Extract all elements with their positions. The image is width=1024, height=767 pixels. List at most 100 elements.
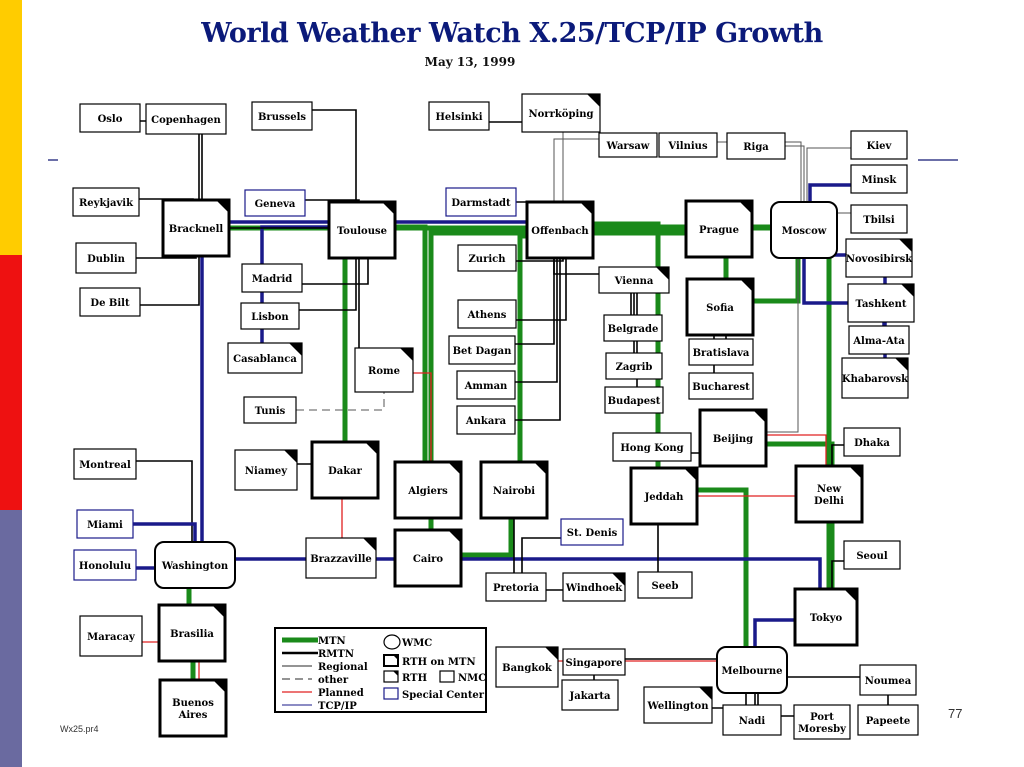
node-windhoek[interactable]: Windhoek <box>562 572 626 602</box>
node-brasilia[interactable]: Brasilia <box>157 603 227 663</box>
slide-sidebar-stripe <box>0 0 22 767</box>
node-dublin[interactable]: Dublin <box>75 242 137 274</box>
node-box <box>79 103 141 133</box>
node-almaata[interactable]: Alma-Ata <box>848 325 910 355</box>
node-minsk[interactable]: Minsk <box>850 164 908 194</box>
node-cairo[interactable]: Cairo <box>393 528 463 588</box>
node-label: Maracay <box>87 632 136 643</box>
node-box <box>79 615 143 657</box>
node-montreal[interactable]: Montreal <box>73 448 137 480</box>
node-prague[interactable]: Prague <box>684 199 754 259</box>
node-geneva[interactable]: Geneva <box>244 189 306 217</box>
node-washington[interactable]: Washington <box>154 541 236 589</box>
node-box <box>305 537 377 579</box>
node-bratislava[interactable]: Bratislava <box>688 338 754 366</box>
rth-corner-marker <box>740 279 753 292</box>
node-khabarovsk[interactable]: Khabarovsk <box>841 357 909 399</box>
node-box <box>843 427 901 457</box>
node-dhaka[interactable]: Dhaka <box>843 427 901 457</box>
node-honolulu[interactable]: Honolulu <box>73 549 137 581</box>
legend-label: MTN <box>318 636 346 647</box>
node-offenbach[interactable]: Offenbach <box>525 200 595 260</box>
node-betdagan[interactable]: Bet Dagan <box>448 335 516 365</box>
node-lisbon[interactable]: Lisbon <box>240 302 300 330</box>
node-zagrib[interactable]: Zagrib <box>605 352 663 380</box>
node-hongkong[interactable]: Hong Kong <box>612 432 692 462</box>
node-niamey[interactable]: Niamey <box>234 449 298 491</box>
node-seoul[interactable]: Seoul <box>843 540 901 570</box>
node-riga[interactable]: Riga <box>726 132 786 160</box>
node-belgrade[interactable]: Belgrade <box>603 314 663 342</box>
node-budapest[interactable]: Budapest <box>604 386 664 414</box>
node-rome[interactable]: Rome <box>354 347 414 393</box>
legend-symbol-special <box>383 687 399 700</box>
node-ankara[interactable]: Ankara <box>456 405 516 435</box>
node-zurich[interactable]: Zurich <box>457 244 517 272</box>
node-reykjavik[interactable]: Reykjavik <box>72 187 140 217</box>
node-wellington[interactable]: Wellington <box>643 686 713 724</box>
node-tashkent[interactable]: Tashkent <box>847 283 915 323</box>
node-copenhagen[interactable]: Copenhagen <box>145 103 227 135</box>
node-dakar[interactable]: Dakar <box>310 440 380 500</box>
node-tunis[interactable]: Tunis <box>243 396 297 424</box>
node-label: Geneva <box>255 199 296 210</box>
node-newdelhi[interactable]: New Delhi <box>794 464 864 524</box>
node-jeddah[interactable]: Jeddah <box>629 466 699 526</box>
node-beijing[interactable]: Beijing <box>698 408 768 468</box>
node-norrkoping[interactable]: Norrköping <box>521 93 601 133</box>
node-nairobi[interactable]: Nairobi <box>479 460 549 520</box>
node-darmstadt[interactable]: Darmstadt <box>445 187 517 217</box>
node-box <box>157 603 227 663</box>
node-nadi[interactable]: Nadi <box>722 704 782 736</box>
node-bracknell[interactable]: Bracknell <box>161 198 231 258</box>
node-box <box>598 266 670 294</box>
node-label: Dhaka <box>854 438 890 449</box>
node-warsaw[interactable]: Warsaw <box>598 132 658 158</box>
node-pretoria[interactable]: Pretoria <box>485 572 547 602</box>
node-box <box>73 549 137 581</box>
node-melbourne[interactable]: Melbourne <box>716 646 788 694</box>
node-seeb[interactable]: Seeb <box>637 571 693 599</box>
node-noumea[interactable]: Noumea <box>859 664 917 696</box>
node-helsinki[interactable]: Helsinki <box>428 101 490 131</box>
node-madrid[interactable]: Madrid <box>241 263 303 293</box>
node-label: Novosibirsk <box>846 254 913 265</box>
node-brussels[interactable]: Brussels <box>251 101 313 131</box>
node-maracay[interactable]: Maracay <box>79 615 143 657</box>
node-label: Tbilsi <box>863 215 895 226</box>
node-portmoresby[interactable]: Port Moresby <box>793 704 851 740</box>
node-brazzaville[interactable]: Brazzaville <box>305 537 377 579</box>
node-vienna[interactable]: Vienna <box>598 266 670 294</box>
node-bangkok[interactable]: Bangkok <box>495 646 559 688</box>
node-vilnius[interactable]: Vilnius <box>658 132 718 158</box>
node-tbilsi[interactable]: Tbilsi <box>850 204 908 234</box>
node-jakarta[interactable]: Jakarta <box>561 679 619 711</box>
legend-label: NMC <box>458 673 486 684</box>
node-oslo[interactable]: Oslo <box>79 103 141 133</box>
rth-corner-marker <box>684 468 697 481</box>
node-novosibirsk[interactable]: Novosibirsk <box>845 238 913 278</box>
node-amman[interactable]: Amman <box>456 370 516 400</box>
node-debilt[interactable]: De Bilt <box>79 287 141 317</box>
node-moscow[interactable]: Moscow <box>770 201 838 259</box>
node-toulouse[interactable]: Toulouse <box>327 200 397 260</box>
node-box <box>76 509 134 539</box>
node-label: Jakarta <box>569 691 612 702</box>
node-kiev[interactable]: Kiev <box>850 130 908 160</box>
node-algiers[interactable]: Algiers <box>393 460 463 520</box>
node-box <box>75 242 137 274</box>
node-singapore[interactable]: Singapore <box>562 648 626 676</box>
node-box <box>688 338 754 366</box>
node-label: Norrköping <box>529 109 594 120</box>
node-casablanca[interactable]: Casablanca <box>227 342 303 374</box>
node-tokyo[interactable]: Tokyo <box>793 587 859 647</box>
node-athens[interactable]: Athens <box>457 299 517 329</box>
node-bucharest[interactable]: Bucharest <box>688 372 754 400</box>
node-buenosaires[interactable]: Buenos Aires <box>158 678 228 738</box>
node-miami[interactable]: Miami <box>76 509 134 539</box>
node-sofia[interactable]: Sofia <box>685 277 755 337</box>
node-papeete[interactable]: Papeete <box>857 704 919 736</box>
node-box <box>598 132 658 158</box>
node-box <box>841 357 909 399</box>
node-stdenis[interactable]: St. Denis <box>560 518 624 546</box>
